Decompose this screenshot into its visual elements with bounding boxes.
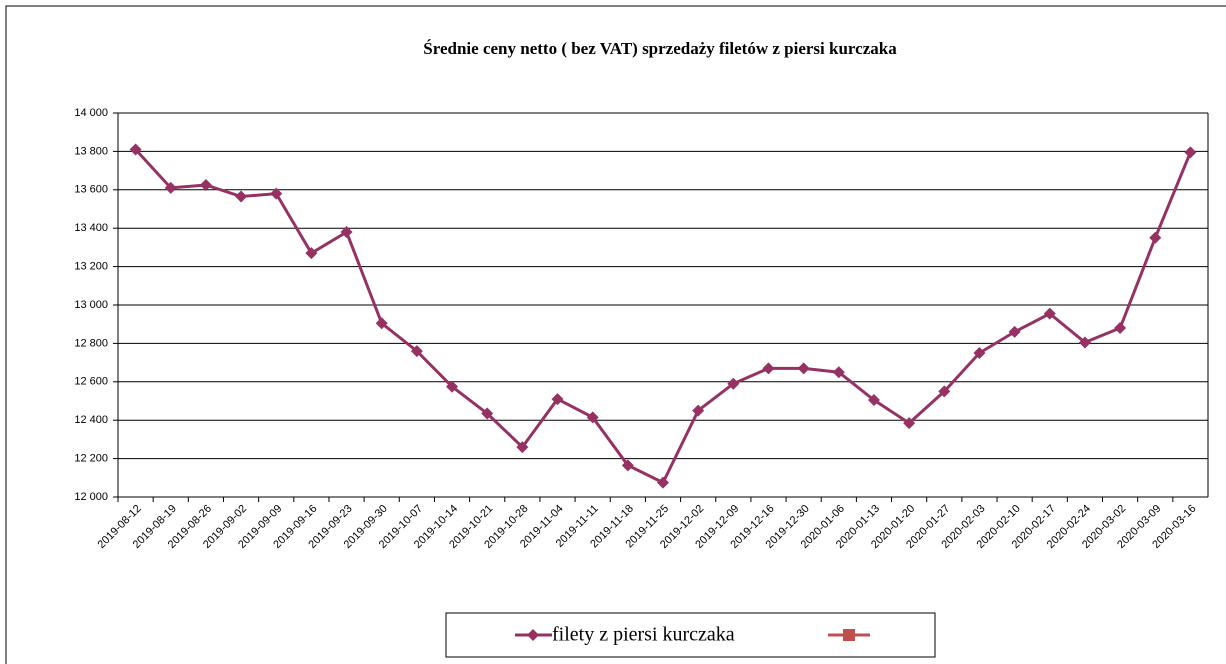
data-point [235, 190, 248, 203]
chart-frame [5, 5, 1226, 664]
legend-marker [527, 629, 539, 641]
y-tick-label: 13 600 [74, 184, 108, 196]
y-tick-label: 14 000 [74, 107, 108, 119]
data-point [164, 181, 177, 194]
data-point [727, 377, 740, 390]
data-point [410, 345, 423, 358]
y-tick-label: 12 800 [74, 337, 108, 349]
legend-label: filety z piersi kurczaka [552, 624, 735, 646]
data-point [481, 407, 494, 420]
data-point [903, 417, 916, 430]
data-point [340, 226, 353, 239]
data-point [1149, 231, 1162, 244]
data-point [762, 362, 775, 375]
data-point [1078, 336, 1091, 349]
data-point [692, 404, 705, 417]
data-point [305, 247, 318, 260]
data-point [375, 317, 388, 330]
chart-title: Średnie ceny netto ( bez VAT) sprzedaży … [423, 39, 897, 58]
data-point [867, 394, 880, 407]
legend-marker-2 [843, 629, 855, 641]
data-point [516, 441, 529, 454]
data-point [270, 187, 283, 200]
y-tick-label: 13 400 [74, 222, 108, 234]
y-tick-label: 13 000 [74, 299, 108, 311]
data-point [1114, 322, 1127, 335]
y-tick-label: 13 200 [74, 261, 108, 273]
data-point [621, 459, 634, 472]
data-point [657, 476, 669, 489]
data-point [1043, 307, 1056, 320]
data-point [938, 385, 951, 398]
data-point [199, 179, 212, 191]
data-point [1184, 146, 1197, 159]
data-point [1008, 325, 1021, 338]
data-point [832, 366, 845, 379]
y-tick-label: 12 600 [74, 376, 108, 388]
y-tick-label: 12 200 [74, 453, 108, 465]
data-point [129, 143, 142, 156]
y-tick-label: 13 800 [74, 145, 108, 157]
y-tick-label: 12 400 [74, 414, 108, 426]
data-point [586, 411, 599, 424]
series-line [134, 148, 1192, 485]
data-point [551, 393, 564, 406]
data-point [446, 380, 459, 393]
data-point [973, 347, 986, 359]
y-tick-label: 12 000 [74, 491, 108, 503]
data-point [797, 362, 810, 375]
